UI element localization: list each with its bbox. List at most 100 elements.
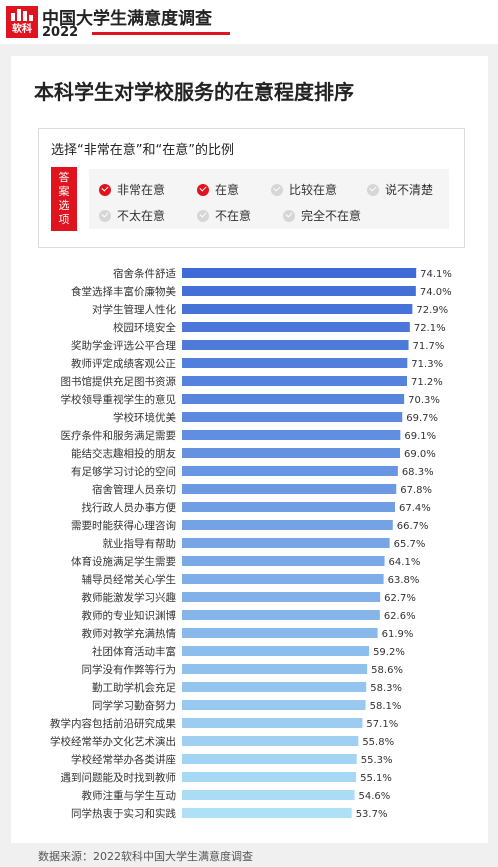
category-label: 教师评定成绩客观公正 bbox=[71, 357, 176, 370]
value-label: 71.2% bbox=[411, 377, 443, 388]
brand-year: 2022 bbox=[42, 25, 79, 40]
legend-option: 不太在意 bbox=[99, 207, 165, 224]
value-label: 63.8% bbox=[388, 575, 420, 586]
legend-option-label: 非常在意 bbox=[117, 183, 166, 197]
value-label: 71.3% bbox=[411, 359, 443, 370]
category-label: 需要时能获得心理咨询 bbox=[71, 519, 176, 532]
value-label: 67.4% bbox=[399, 503, 431, 514]
category-label: 学校环境优美 bbox=[113, 411, 176, 424]
legend-option-label: 比较在意 bbox=[289, 183, 338, 197]
category-label: 食堂选择丰富价廉物美 bbox=[71, 285, 176, 298]
value-label: 58.3% bbox=[370, 683, 402, 694]
category-label: 找行政人员办事方便 bbox=[82, 501, 177, 514]
category-label: 遇到问题能及时找到教师 bbox=[61, 771, 177, 784]
value-label: 62.7% bbox=[384, 593, 416, 604]
category-label: 同学热衷于实习和实践 bbox=[71, 807, 176, 820]
value-label: 74.1% bbox=[420, 269, 452, 280]
category-label: 教师能激发学习兴趣 bbox=[82, 591, 177, 604]
legend-title: 选择“非常在意”和“在意”的比例 bbox=[51, 143, 234, 158]
bar bbox=[182, 376, 407, 386]
brand-underline bbox=[92, 32, 230, 35]
legend-option-label: 完全不在意 bbox=[301, 209, 362, 223]
logo-bar-icon bbox=[11, 13, 15, 21]
bar bbox=[182, 412, 403, 422]
bar bbox=[182, 772, 357, 782]
ruanke-logo: 软科 bbox=[6, 6, 38, 38]
header-bar: 软科 中国大学生满意度调查 2022 bbox=[0, 0, 498, 44]
page-title: 本科学生对学校服务的在意程度排序 bbox=[34, 80, 354, 104]
legend-options: 非常在意 在意 比较在意 说不清楚 不太在意 不在意 完全不在意 bbox=[89, 169, 449, 229]
bar bbox=[182, 286, 416, 296]
check-icon bbox=[283, 210, 295, 222]
value-label: 72.1% bbox=[414, 323, 446, 334]
category-label: 教师的专业知识渊博 bbox=[82, 609, 177, 622]
value-label: 69.0% bbox=[404, 449, 436, 460]
legend-option: 在意 bbox=[197, 181, 239, 198]
category-label: 同学学习勤奋努力 bbox=[92, 699, 176, 712]
check-icon bbox=[197, 210, 209, 222]
legend-option-label: 在意 bbox=[215, 183, 240, 197]
bar bbox=[182, 628, 378, 638]
category-label: 医疗条件和服务满足需要 bbox=[61, 429, 177, 442]
value-label: 70.3% bbox=[408, 395, 440, 406]
check-icon bbox=[367, 184, 379, 196]
bar bbox=[182, 304, 413, 314]
check-icon bbox=[271, 184, 283, 196]
value-label: 65.7% bbox=[394, 539, 426, 550]
logo-text: 软科 bbox=[12, 24, 32, 35]
value-label: 64.1% bbox=[389, 557, 421, 568]
check-icon bbox=[197, 184, 209, 196]
bar bbox=[182, 610, 380, 620]
brand-title: 中国大学生满意度调查 bbox=[42, 9, 212, 29]
bar bbox=[182, 754, 357, 764]
check-icon bbox=[99, 210, 111, 222]
bar bbox=[182, 502, 395, 512]
value-label: 55.1% bbox=[360, 773, 392, 784]
category-label: 宿舍管理人员亲切 bbox=[92, 483, 176, 496]
category-label: 同学没有作弊等行为 bbox=[82, 663, 177, 676]
bar bbox=[182, 646, 370, 656]
category-label: 教学内容包括前沿研究成果 bbox=[50, 717, 176, 730]
legend-option: 比较在意 bbox=[271, 181, 337, 198]
value-label: 69.1% bbox=[404, 431, 436, 442]
bar bbox=[182, 484, 397, 494]
bar bbox=[182, 556, 385, 566]
bar bbox=[182, 322, 410, 332]
badge-char: 项 bbox=[58, 213, 70, 226]
bar bbox=[182, 340, 409, 350]
check-icon bbox=[99, 184, 111, 196]
category-label: 教师注重与学生互动 bbox=[82, 789, 177, 802]
bar bbox=[182, 358, 408, 368]
logo-bar-icon bbox=[29, 15, 33, 21]
bar bbox=[182, 808, 352, 818]
category-label: 学校领导重视学生的意见 bbox=[61, 393, 177, 406]
value-label: 54.6% bbox=[359, 791, 391, 802]
value-label: 69.7% bbox=[406, 413, 438, 424]
value-label: 53.7% bbox=[356, 809, 388, 820]
legend-option-label: 不太在意 bbox=[117, 209, 166, 223]
category-label: 校园环境安全 bbox=[113, 321, 176, 334]
bar bbox=[182, 394, 405, 404]
value-label: 58.6% bbox=[371, 665, 403, 676]
value-label: 61.9% bbox=[382, 629, 414, 640]
value-label: 72.9% bbox=[416, 305, 448, 316]
bar bbox=[182, 268, 417, 278]
bar bbox=[182, 682, 367, 692]
legend-option-label: 不在意 bbox=[215, 209, 252, 223]
legend-option-label: 说不清楚 bbox=[385, 183, 434, 197]
badge-char: 答 bbox=[58, 171, 70, 184]
bar bbox=[182, 448, 401, 458]
value-label: 66.7% bbox=[397, 521, 429, 532]
answer-options-badge: 答 案 选 项 bbox=[51, 167, 77, 231]
badge-char: 选 bbox=[58, 199, 70, 212]
category-label: 就业指导有帮助 bbox=[103, 537, 177, 550]
category-label: 辅导员经常关心学生 bbox=[82, 573, 177, 586]
value-label: 62.6% bbox=[384, 611, 416, 622]
bar bbox=[182, 520, 393, 530]
bar bbox=[182, 790, 355, 800]
category-label: 有足够学习讨论的空间 bbox=[71, 465, 176, 478]
category-label: 勤工助学机会充足 bbox=[92, 681, 176, 694]
data-source-note: 数据来源：2022软科中国大学生满意度调查 bbox=[38, 850, 253, 863]
bar bbox=[182, 736, 359, 746]
category-label: 图书馆提供充足图书资源 bbox=[61, 375, 177, 388]
